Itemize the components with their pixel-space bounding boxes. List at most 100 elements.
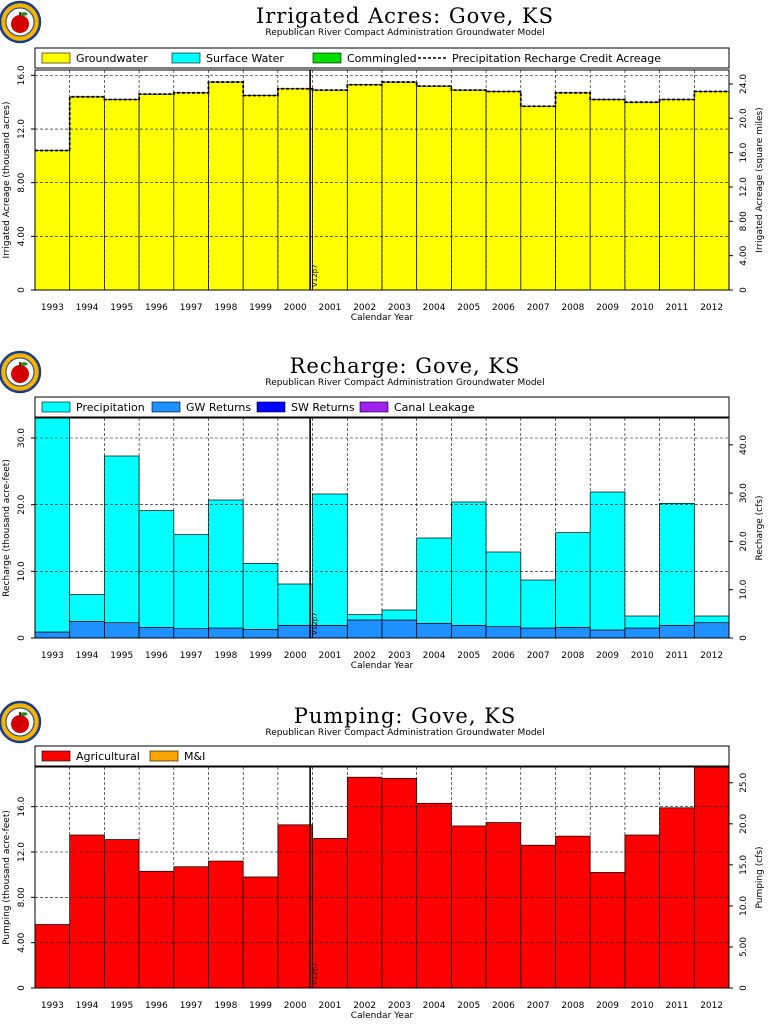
bar-gw-returns-2000 bbox=[277, 624, 313, 639]
y2-tick-label: 16.0 bbox=[739, 142, 749, 162]
bar-gw-returns-1995 bbox=[104, 622, 140, 639]
y-tick-label: 16.0 bbox=[17, 796, 27, 816]
bar-groundwater-2000 bbox=[277, 88, 313, 291]
y-tick-label: 30.0 bbox=[17, 428, 27, 448]
bar-precipitation-1999 bbox=[242, 562, 279, 630]
x-tick-label: 2001 bbox=[318, 651, 341, 661]
version-marker-label: V12p7 bbox=[311, 962, 319, 985]
bar-agricultural-2007 bbox=[520, 844, 556, 989]
legend-swatch bbox=[312, 52, 342, 64]
chart-title: Pumping: Gove, KS bbox=[294, 704, 517, 728]
bar-agricultural-2009 bbox=[589, 872, 626, 989]
y-tick-label: 12.0 bbox=[17, 842, 27, 862]
legend-swatch bbox=[41, 52, 71, 64]
plot-frame bbox=[34, 766, 730, 989]
x-tick-label: 2005 bbox=[457, 1001, 480, 1011]
bar-agricultural-2003 bbox=[381, 777, 418, 989]
bar-precipitation-1998 bbox=[208, 499, 244, 629]
y2-tick-label: 0 bbox=[739, 287, 749, 293]
x-tick-label: 2001 bbox=[318, 303, 341, 313]
bar-groundwater-1997 bbox=[173, 92, 209, 291]
y2-tick-label: 5.00 bbox=[739, 937, 749, 957]
legend-label: Commingled bbox=[347, 52, 417, 65]
x-tick-label: 1997 bbox=[180, 651, 203, 661]
bar-agricultural-2012 bbox=[693, 766, 730, 989]
x-tick-label: 2004 bbox=[423, 651, 446, 661]
bar-group bbox=[34, 766, 730, 989]
x-tick-label: 1998 bbox=[214, 1001, 237, 1011]
legend-label: Precipitation bbox=[76, 401, 145, 414]
y2-axis-label: Pumping (cfs) bbox=[755, 846, 765, 908]
bar-group bbox=[34, 81, 730, 291]
bar-precipitation-2009 bbox=[589, 491, 626, 631]
bar-gw-returns-1993 bbox=[34, 631, 71, 639]
bar-agricultural-2005 bbox=[451, 825, 487, 989]
x-tick-label: 2006 bbox=[492, 303, 515, 313]
bar-agricultural-2006 bbox=[485, 822, 522, 989]
x-tick-label: 2010 bbox=[631, 651, 654, 661]
x-tick-label: 1999 bbox=[249, 1001, 272, 1011]
bar-gw-returns-1996 bbox=[138, 626, 175, 639]
x-tick-label: 2011 bbox=[665, 303, 688, 313]
bar-precipitation-1996 bbox=[138, 510, 175, 628]
plot-frame bbox=[34, 417, 730, 639]
x-tick-label: 1994 bbox=[76, 651, 99, 661]
y-tick-label: 16.0 bbox=[17, 65, 27, 85]
y2-axis-label: Recharge (cfs) bbox=[755, 495, 765, 560]
bar-gw-returns-2008 bbox=[555, 626, 591, 639]
legend-swatch bbox=[151, 401, 181, 413]
x-tick-label: 2000 bbox=[284, 303, 307, 313]
bar-gw-returns-1999 bbox=[242, 628, 279, 639]
x-tick-label: 1993 bbox=[41, 303, 64, 313]
x-tick-label: 1998 bbox=[214, 303, 237, 313]
x-tick-label: 2007 bbox=[527, 303, 550, 313]
legend-swatch bbox=[41, 750, 71, 762]
bar-precipitation-2007 bbox=[520, 579, 556, 629]
logo-stem bbox=[19, 712, 21, 717]
grid bbox=[35, 70, 729, 290]
legend-swatch bbox=[171, 52, 201, 64]
logo-apple bbox=[11, 15, 29, 33]
x-tick-label: 2006 bbox=[492, 1001, 515, 1011]
bar-agricultural-2010 bbox=[624, 834, 660, 989]
bar-groundwater-2008 bbox=[555, 92, 591, 291]
x-tick-label: 2008 bbox=[561, 651, 584, 661]
x-tick-label: 1994 bbox=[76, 303, 99, 313]
y-tick-label: 10.0 bbox=[17, 561, 27, 581]
chart-subtitle: Republican River Compact Administration … bbox=[265, 728, 544, 738]
chart-subtitle: Republican River Compact Administration … bbox=[265, 28, 544, 38]
bar-gw-returns-1994 bbox=[69, 620, 105, 639]
y-tick-label: 4.00 bbox=[17, 932, 27, 952]
y2-tick-label: 10.0 bbox=[739, 579, 749, 599]
credit-acreage-line bbox=[35, 81, 729, 152]
y2-tick-label: 25.0 bbox=[739, 772, 749, 792]
y-tick-label: 0 bbox=[17, 635, 27, 641]
y2-tick-label: 30.0 bbox=[739, 483, 749, 503]
x-tick-label: 2000 bbox=[284, 651, 307, 661]
version-marker-label: V12p7 bbox=[311, 264, 319, 287]
x-tick-label: 2010 bbox=[631, 303, 654, 313]
x-tick-label: 2005 bbox=[457, 303, 480, 313]
bar-gw-returns-2007 bbox=[520, 627, 556, 639]
bar-precipitation-1997 bbox=[173, 534, 209, 630]
bar-gw-returns-2012 bbox=[693, 622, 730, 639]
bar-gw-returns-2009 bbox=[589, 629, 626, 639]
y2-tick-label: 4.00 bbox=[739, 245, 749, 265]
legend-box bbox=[34, 47, 730, 69]
x-tick-label: 2007 bbox=[527, 1001, 550, 1011]
bar-groundwater-2011 bbox=[659, 99, 695, 291]
logo-leaf bbox=[20, 712, 28, 716]
y2-axis-label: Irrigated Acreage (square miles) bbox=[755, 107, 765, 252]
bar-gw-returns-1998 bbox=[208, 627, 244, 639]
x-tick-label: 1994 bbox=[76, 1001, 99, 1011]
y2-tick-label: 8.00 bbox=[739, 211, 749, 231]
x-tick-label: 2003 bbox=[388, 1001, 411, 1011]
y-axis-label: Irrigated Acreage (thousand acres) bbox=[2, 101, 12, 258]
y-tick-label: 0 bbox=[17, 985, 27, 991]
bar-groundwater-2003 bbox=[381, 81, 418, 291]
bar-precipitation-1994 bbox=[69, 594, 105, 622]
bar-groundwater-2001 bbox=[312, 89, 348, 291]
